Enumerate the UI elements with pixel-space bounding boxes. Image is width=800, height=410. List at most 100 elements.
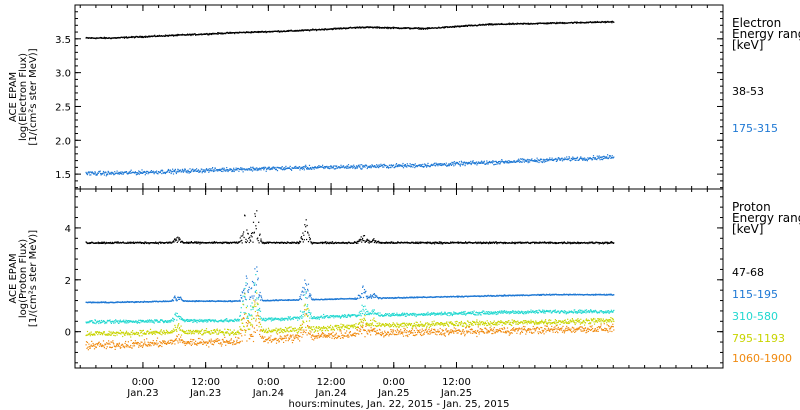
data-point: [540, 158, 542, 160]
data-point: [91, 172, 93, 174]
data-point: [307, 290, 309, 292]
data-point: [141, 35, 144, 38]
data-point: [611, 155, 613, 157]
data-point: [308, 294, 311, 297]
data-point: [178, 238, 180, 240]
data-point: [596, 20, 598, 23]
data-point: [419, 241, 422, 243]
data-point: [489, 24, 491, 26]
data-point: [571, 159, 573, 161]
data-point: [453, 26, 455, 28]
data-point: [418, 27, 420, 29]
data-point: [540, 161, 542, 163]
data-point: [324, 299, 326, 301]
data-point: [581, 158, 583, 160]
data-point: [488, 23, 490, 25]
data-point: [372, 239, 374, 241]
data-point: [107, 170, 109, 172]
data-point: [178, 237, 180, 239]
data-point: [470, 163, 472, 166]
data-point: [424, 163, 426, 165]
data-point: [207, 33, 209, 35]
data-point: [331, 242, 333, 244]
data-point: [240, 235, 242, 237]
data-point: [420, 165, 422, 167]
data-point: [513, 160, 516, 162]
data-point: [251, 280, 254, 283]
data-point: [374, 296, 376, 298]
data-point: [422, 28, 424, 30]
data-point: [171, 35, 173, 37]
data-point: [274, 166, 276, 169]
data-point: [301, 238, 303, 241]
data-point: [323, 29, 326, 31]
data-point: [115, 241, 117, 243]
data-point: [364, 166, 366, 168]
data-point: [377, 166, 379, 168]
data-point: [323, 242, 326, 244]
data-point: [363, 27, 366, 29]
data-point: [310, 297, 312, 299]
data-point: [85, 241, 88, 243]
data-point: [416, 241, 418, 243]
data-point: [462, 25, 464, 27]
data-point: [556, 159, 558, 161]
data-point: [132, 321, 134, 323]
data-point: [491, 23, 493, 25]
data-point: [576, 22, 578, 24]
data-point: [208, 170, 210, 172]
data-point: [179, 238, 181, 240]
data-point: [289, 167, 291, 170]
data-point: [390, 242, 392, 244]
data-point: [569, 243, 572, 245]
data-point: [508, 22, 510, 24]
data-point: [607, 243, 609, 245]
data-point: [219, 168, 221, 170]
data-point: [140, 242, 142, 244]
data-point: [383, 166, 385, 168]
data-point: [287, 30, 289, 32]
data-point: [374, 294, 376, 296]
data-point: [367, 166, 369, 168]
data-point: [308, 296, 310, 298]
data-point: [386, 165, 389, 167]
data-point: [127, 37, 129, 39]
data-point: [599, 157, 601, 159]
data-point: [171, 170, 173, 172]
data-point: [88, 242, 90, 245]
data-point: [104, 301, 106, 303]
data-point: [141, 36, 143, 39]
data-point: [189, 34, 192, 36]
data-point: [475, 241, 477, 243]
data-point: [267, 166, 270, 168]
data-point: [555, 157, 557, 160]
data-point: [129, 172, 131, 174]
data-point: [330, 165, 332, 167]
data-point: [173, 239, 176, 241]
data-point: [545, 160, 547, 162]
data-point: [325, 241, 327, 243]
data-point: [226, 167, 228, 169]
data-point: [246, 229, 248, 231]
data-point: [242, 235, 244, 237]
data-point: [133, 320, 135, 322]
data-point: [286, 242, 288, 244]
data-point: [404, 165, 406, 167]
data-point: [440, 296, 442, 298]
data-point: [533, 241, 535, 243]
data-point: [544, 159, 546, 161]
data-point: [434, 243, 436, 245]
data-point: [108, 171, 110, 173]
data-point: [409, 165, 411, 167]
legend-entry: 47-68: [732, 266, 764, 279]
data-point: [108, 172, 110, 174]
data-point: [433, 242, 435, 244]
data-point: [136, 173, 138, 175]
data-point: [334, 168, 336, 170]
data-point: [322, 164, 324, 166]
data-point: [454, 162, 456, 164]
data-point: [437, 163, 439, 165]
data-point: [110, 173, 112, 175]
data-point: [302, 294, 304, 296]
